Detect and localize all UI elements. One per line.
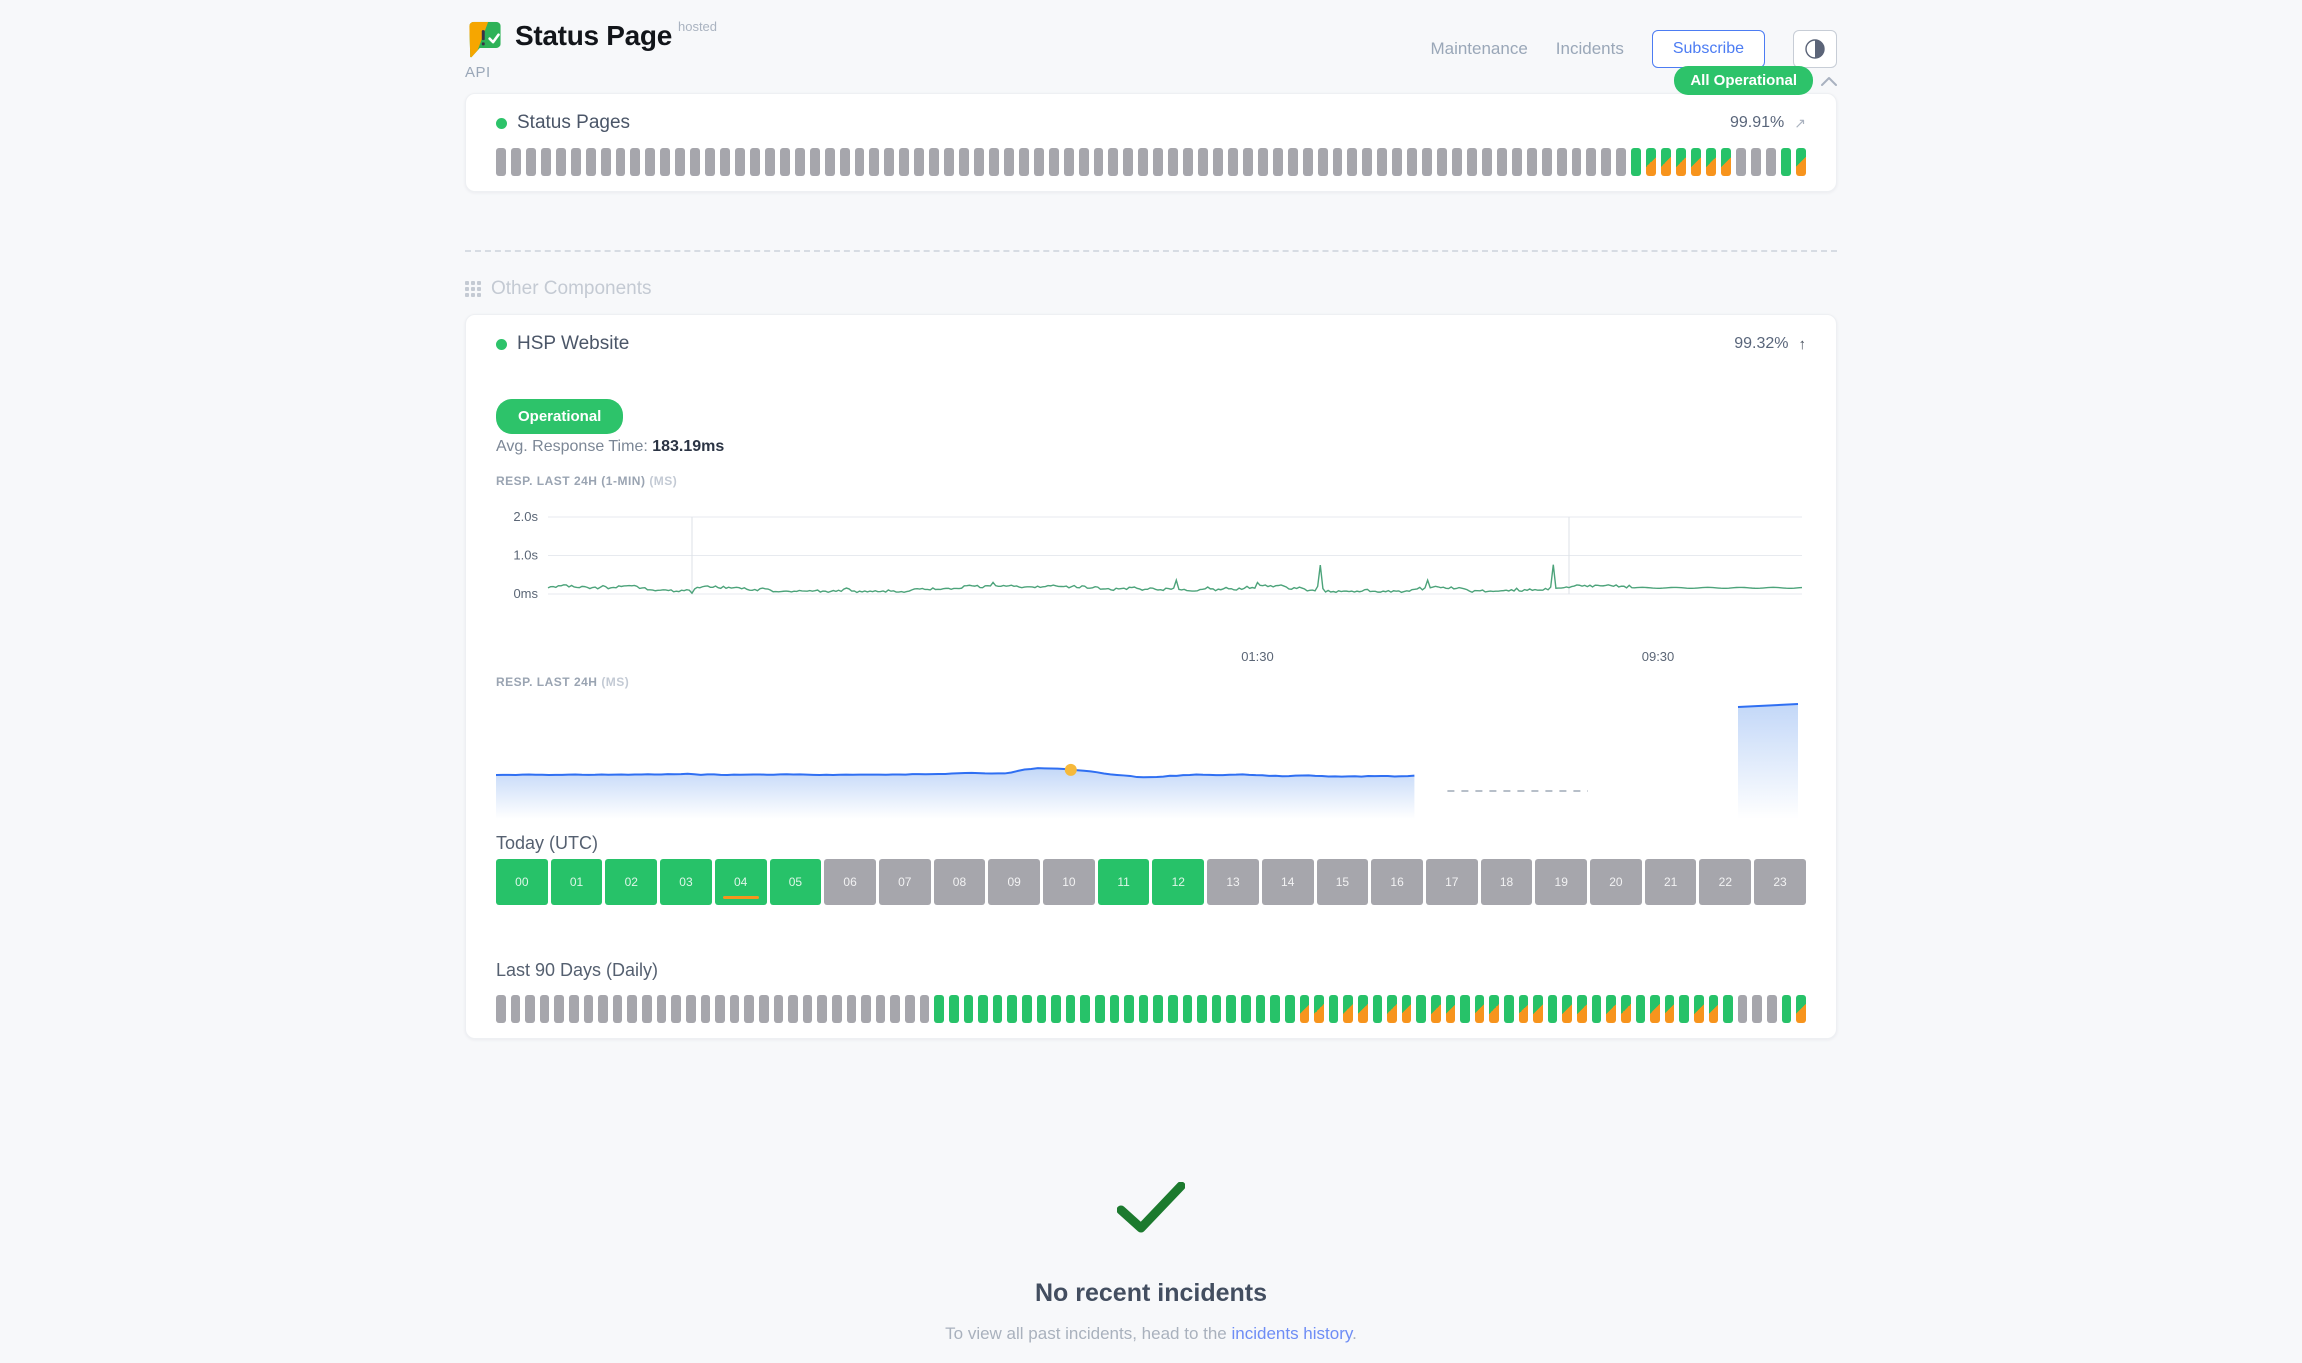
svg-text:09:30: 09:30: [1642, 649, 1675, 664]
svg-text:01:30: 01:30: [1241, 649, 1274, 664]
svg-text:2.0s: 2.0s: [513, 509, 538, 524]
svg-text:1.0s: 1.0s: [513, 548, 538, 563]
svg-text:0ms: 0ms: [513, 586, 538, 601]
